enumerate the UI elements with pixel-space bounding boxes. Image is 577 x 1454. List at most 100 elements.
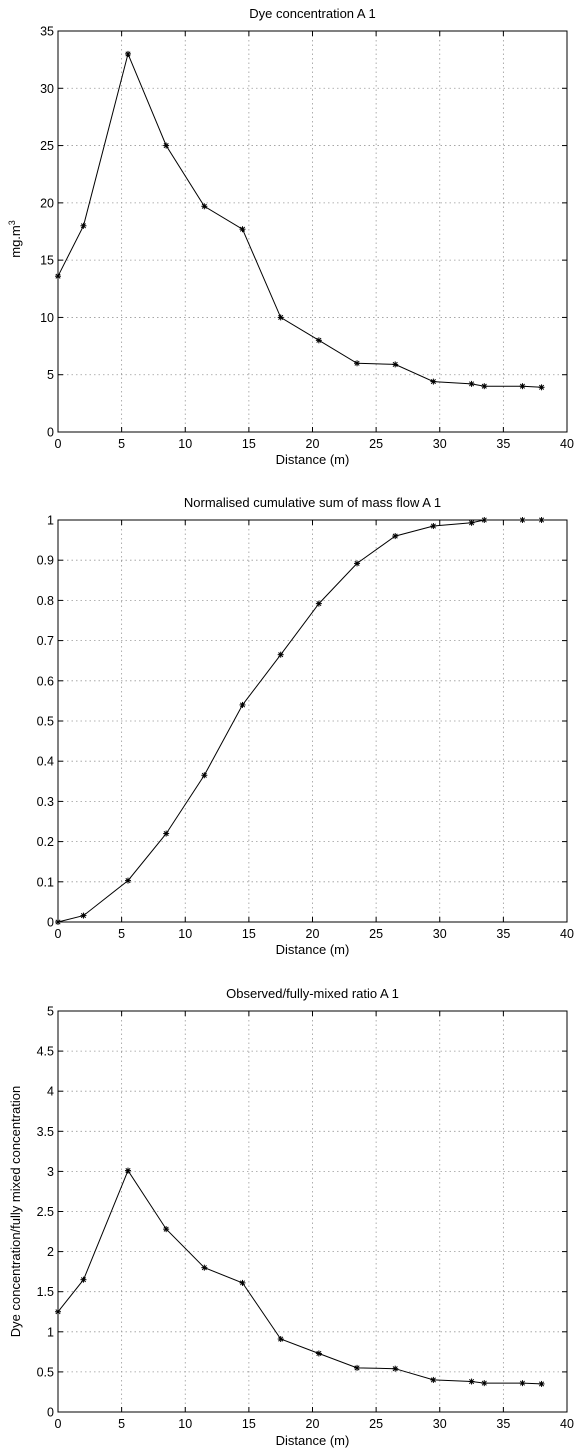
x-tick-label: 0: [55, 437, 62, 451]
data-point: [277, 1336, 284, 1343]
x-tick-label: 20: [306, 1417, 320, 1431]
data-point: [55, 919, 61, 925]
x-tick-label: 10: [178, 927, 192, 941]
y-tick-label: 0.9: [37, 554, 54, 568]
data-point: [519, 383, 526, 390]
data-point: [80, 1276, 87, 1283]
y-tick-label: 0.8: [37, 594, 54, 608]
data-point: [468, 519, 475, 526]
data-point: [124, 877, 131, 884]
data-point: [354, 1364, 361, 1371]
y-tick-label: 2.5: [37, 1205, 54, 1219]
data-point: [239, 1279, 246, 1286]
series-line: [57, 1169, 542, 1385]
data-point: [392, 1365, 399, 1372]
data-point: [80, 222, 87, 229]
chart-title: Observed/fully-mixed ratio A 1: [226, 986, 399, 1001]
data-point: [430, 523, 437, 530]
data-point: [519, 517, 526, 523]
y-tick-label: 0: [47, 916, 54, 930]
x-axis-label: Distance (m): [276, 452, 350, 467]
y-tick-label: 30: [40, 82, 54, 96]
y-tick-label: 3: [47, 1165, 54, 1179]
x-tick-label: 20: [306, 927, 320, 941]
x-tick-label: 30: [433, 927, 447, 941]
x-tick-label: 40: [560, 437, 574, 451]
data-point: [481, 517, 488, 523]
y-tick-label: 3.5: [37, 1125, 54, 1139]
series-line: [57, 52, 542, 388]
y-tick-label: 0.5: [37, 715, 54, 729]
y-tick-label: 0.5: [37, 1365, 54, 1379]
data-point: [538, 517, 545, 523]
data-point: [315, 600, 322, 607]
x-axis-label: Distance (m): [276, 942, 350, 957]
y-tick-label: 0.2: [37, 835, 54, 849]
data-point: [468, 1378, 475, 1385]
data-point: [538, 1380, 545, 1387]
x-tick-label: 35: [496, 927, 510, 941]
x-tick-label: 30: [433, 1417, 447, 1431]
data-point: [124, 50, 131, 57]
y-tick-label: 1: [47, 514, 54, 528]
y-tick-label: 1.5: [37, 1285, 54, 1299]
y-tick-label: 20: [40, 196, 54, 210]
x-tick-label: 20: [306, 437, 320, 451]
data-point: [239, 226, 246, 233]
data-point: [277, 651, 284, 658]
x-tick-label: 40: [560, 927, 574, 941]
dye-concentration-chart: 0 5 10 15 20 25 30 35 40 0 5 10 15 20 25 30 35 Dye concen…: [7, 6, 574, 467]
y-tick-label: 5: [47, 368, 54, 382]
x-tick-label: 30: [433, 437, 447, 451]
y-tick-label: 1: [47, 1325, 54, 1339]
data-point: [519, 1380, 526, 1387]
data-point: [354, 360, 361, 367]
data-point: [430, 1376, 437, 1383]
x-tick-label: 25: [369, 1417, 383, 1431]
data-point: [163, 1226, 170, 1233]
data-point: [392, 361, 399, 368]
x-tick-label: 5: [118, 927, 125, 941]
y-tick-label: 15: [40, 254, 54, 268]
data-point: [239, 701, 246, 708]
x-tick-label: 0: [55, 1417, 62, 1431]
x-tick-label: 0: [55, 927, 62, 941]
data-point: [201, 1264, 208, 1271]
data-point: [124, 1167, 131, 1174]
y-tick-label: 2: [47, 1245, 54, 1259]
x-tick-label: 15: [242, 927, 256, 941]
data-point: [163, 830, 170, 837]
y-tick-label: 0.4: [37, 755, 54, 769]
y-tick-label: 10: [40, 311, 54, 325]
data-point: [277, 314, 284, 321]
x-tick-label: 35: [496, 1417, 510, 1431]
x-tick-label: 15: [242, 437, 256, 451]
y-tick-label: 4: [47, 1085, 54, 1099]
x-tick-label: 10: [178, 1417, 192, 1431]
y-tick-label: 5: [47, 1005, 54, 1019]
x-tick-label: 25: [369, 927, 383, 941]
y-tick-label: 0: [47, 426, 54, 440]
data-point: [55, 273, 61, 280]
mixed-ratio-chart: 0 5 10 15 20 25 30 35 40 0 0.5 1 1.5 2 2.5 3 3.5 4 4.5 5 Obs…: [8, 986, 574, 1448]
x-tick-label: 5: [118, 1417, 125, 1431]
y-tick-label: 0.3: [37, 795, 54, 809]
y-axis-label: mg.m3: [7, 220, 23, 258]
data-point: [481, 383, 488, 390]
data-point: [392, 533, 399, 540]
data-point: [538, 384, 545, 391]
data-point: [315, 337, 322, 344]
y-tick-label: 0.7: [37, 634, 54, 648]
y-axis-label: Dye concentration/fully mixed concentrat…: [8, 1086, 23, 1337]
chart-title: Normalised cumulative sum of mass flow A…: [184, 495, 441, 510]
y-tick-label: 35: [40, 25, 54, 39]
x-axis-label: Distance (m): [276, 1433, 350, 1448]
y-tick-label: 25: [40, 139, 54, 153]
x-tick-label: 10: [178, 437, 192, 451]
y-tick-label: 0.1: [37, 875, 54, 889]
data-point: [468, 380, 475, 387]
data-point: [201, 203, 208, 210]
x-tick-label: 5: [118, 437, 125, 451]
data-point: [315, 1350, 322, 1357]
